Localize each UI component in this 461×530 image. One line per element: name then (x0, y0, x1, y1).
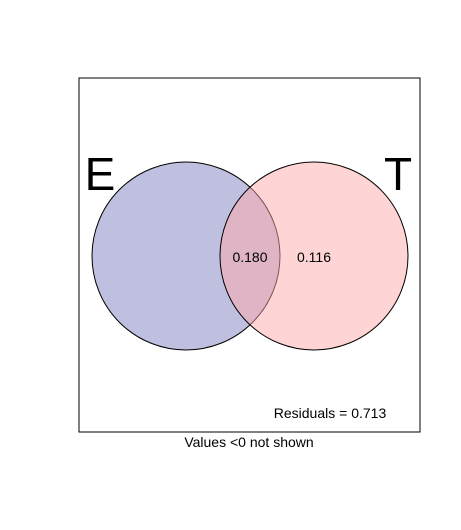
plot-frame (78, 77, 421, 433)
set-t-circle (219, 161, 409, 351)
t-only-value: 0.116 (297, 249, 331, 265)
set-t-label: T (384, 148, 412, 200)
residuals-label: Residuals = 0.713 (274, 405, 387, 421)
set-e-label: E (85, 148, 116, 200)
intersection-value: 0.180 (232, 249, 267, 265)
footnote: Values <0 not shown (184, 434, 313, 450)
